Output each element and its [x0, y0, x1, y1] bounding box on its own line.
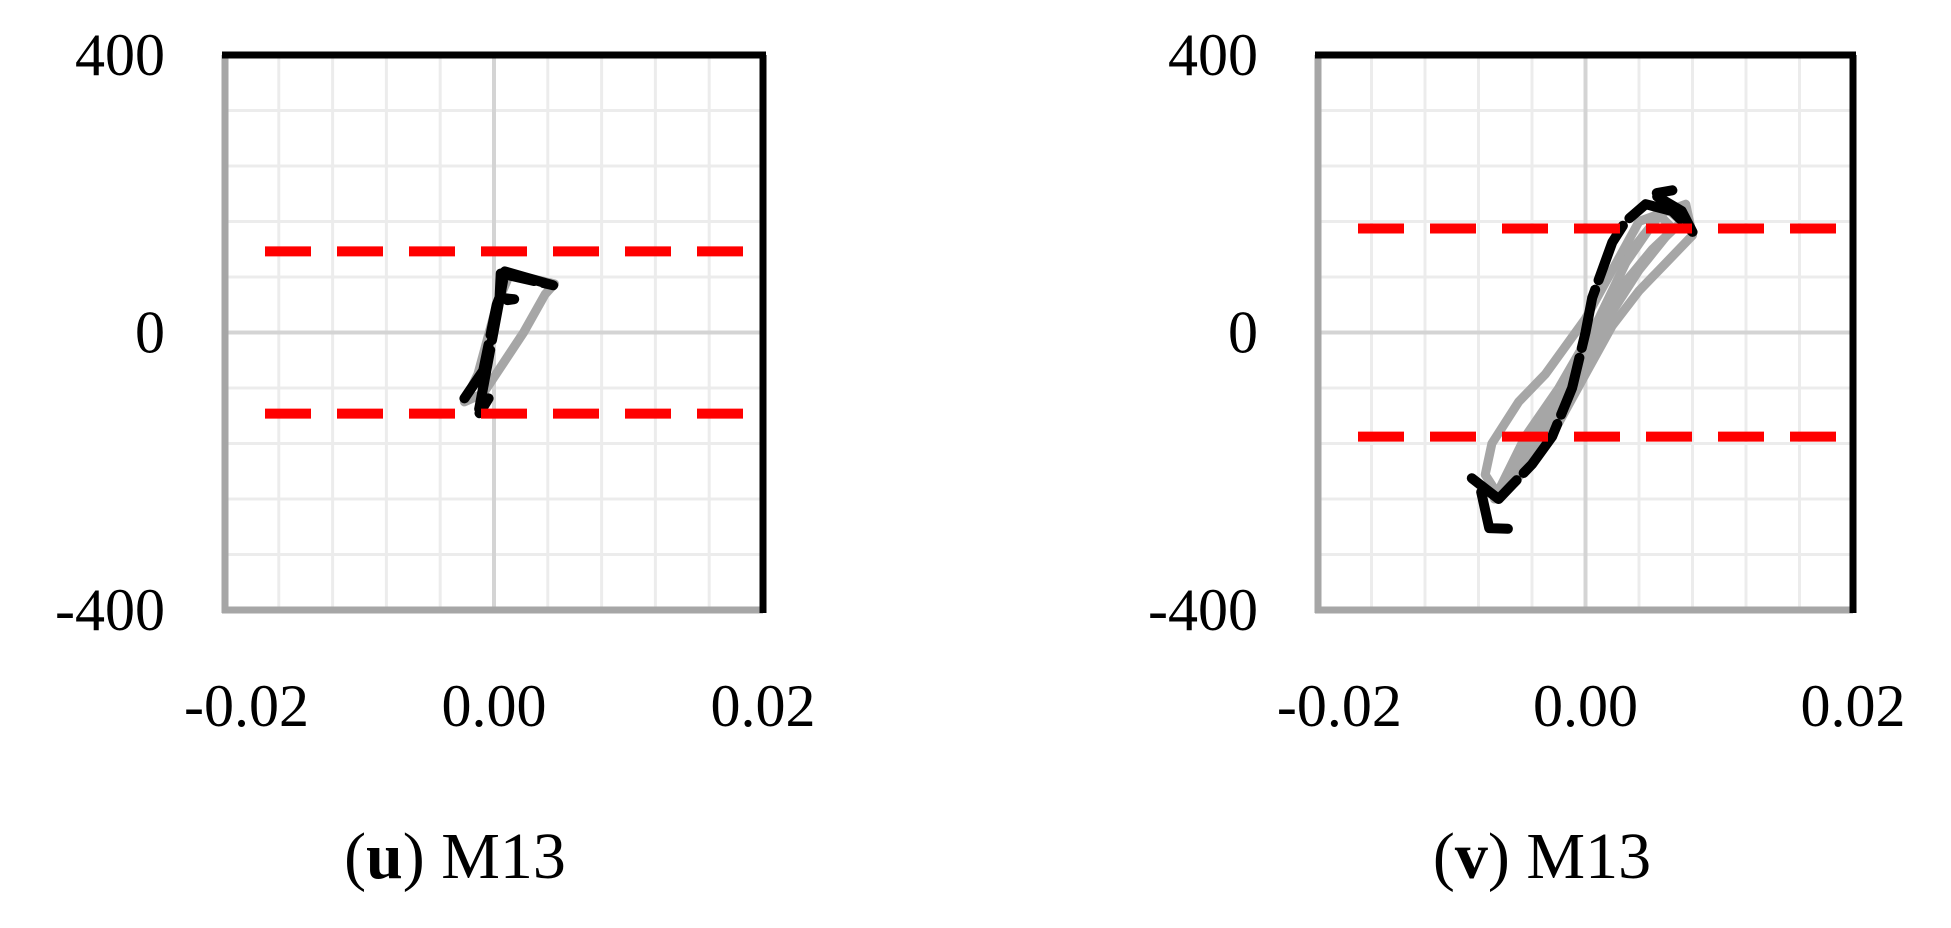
y-tick-label: -400 [1148, 577, 1258, 643]
caption-label: M13 [1526, 820, 1651, 893]
x-tick-label: -0.02 [184, 673, 309, 739]
panel-caption: (v) M13 [1433, 820, 1651, 893]
x-tick-label: -0.02 [1277, 673, 1402, 739]
x-tick-label: 0.00 [1533, 673, 1638, 739]
envelope-curve [1466, 185, 1698, 504]
envelope-curve [459, 266, 559, 421]
caption-paren-open: ( [1433, 820, 1455, 893]
caption-paren-open: ( [344, 820, 366, 893]
envelope-curve [1476, 487, 1513, 534]
caption-paren-close: ) [1488, 820, 1526, 893]
caption-label: M13 [441, 820, 566, 893]
y-tick-label: 0 [135, 300, 165, 366]
plot-panel-v: 400 0 -400 -0.02 0.00 0.02 (v) M13 [1148, 22, 1905, 893]
caption-paren-close: ) [403, 820, 441, 893]
y-tick-label: -400 [55, 577, 165, 643]
plot-panel-u: 400 0 -400 -0.02 0.00 0.02 (u) M13 [55, 22, 815, 893]
caption-letter: v [1455, 820, 1488, 893]
panel-caption: (u) M13 [344, 820, 566, 893]
y-tick-label: 400 [1168, 22, 1258, 88]
x-tick-label: 0.02 [711, 673, 816, 739]
x-tick-label: 0.02 [1801, 673, 1906, 739]
x-tick-label: 0.00 [442, 673, 547, 739]
y-tick-label: 0 [1228, 300, 1258, 366]
y-tick-label: 400 [75, 22, 165, 88]
caption-letter: u [366, 820, 403, 893]
